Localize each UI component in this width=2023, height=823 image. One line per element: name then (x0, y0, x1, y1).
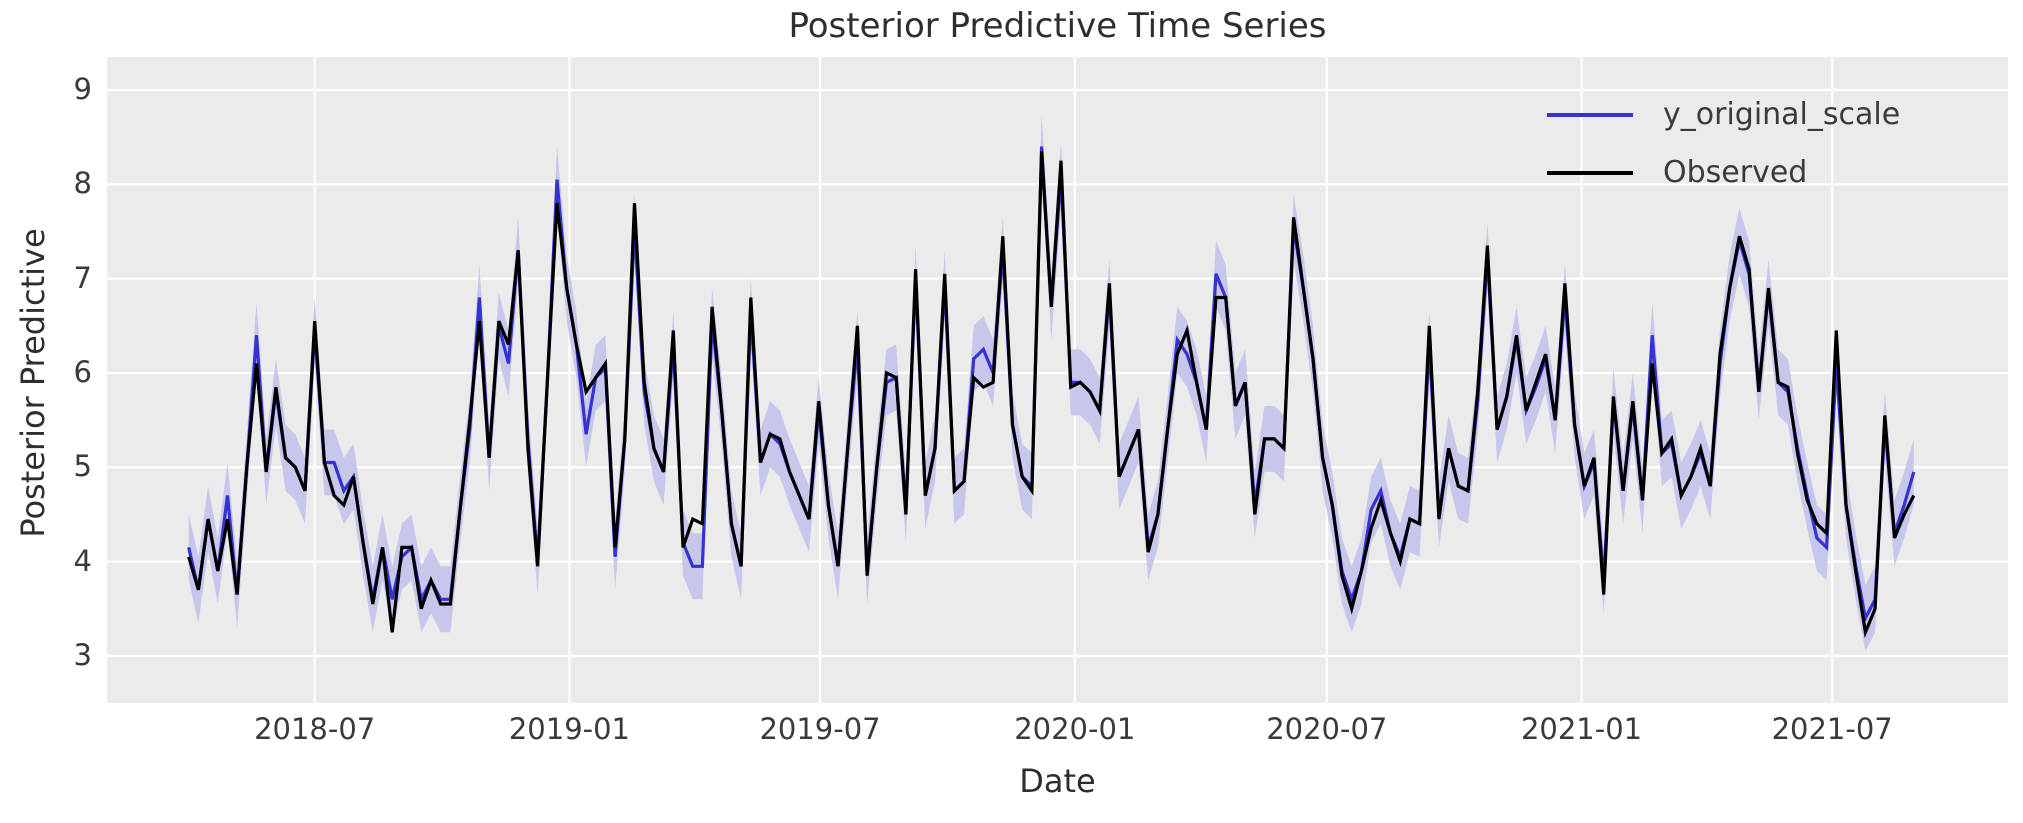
y-tick-label: 6 (73, 354, 92, 389)
y-tick-label: 3 (73, 637, 92, 672)
x-tick-label: 2019-01 (508, 712, 631, 746)
observed-line-swatch-icon (1547, 170, 1633, 175)
legend-label-observed: Observed (1663, 155, 1808, 190)
legend: y_original_scale Observed (1547, 97, 1900, 190)
y-tick-label: 4 (73, 543, 92, 578)
y-tick-label: 9 (73, 72, 92, 106)
y-tick-label: 7 (73, 260, 92, 295)
x-tick-label: 2021-07 (1771, 712, 1893, 746)
y-tick-label: 5 (73, 449, 92, 484)
x-tick-label: 2020-01 (1014, 712, 1136, 746)
chart-title: Posterior Predictive Time Series (788, 6, 1327, 46)
observed-line (187, 151, 1916, 639)
legend-label-predicted: y_original_scale (1663, 97, 1901, 132)
legend-entry-predicted: y_original_scale (1547, 97, 1900, 132)
x-axis-label: Date (1019, 762, 1096, 800)
predicted-line-swatch-icon (1547, 112, 1633, 117)
x-tick-label: 2019-07 (759, 712, 881, 746)
legend-entry-observed: Observed (1547, 155, 1900, 190)
y-tick-label: 8 (73, 166, 92, 201)
x-tick-label: 2021-01 (1520, 712, 1643, 746)
x-tick-label: 2018-07 (254, 712, 376, 746)
x-tick-label: 2020-07 (1266, 712, 1388, 746)
